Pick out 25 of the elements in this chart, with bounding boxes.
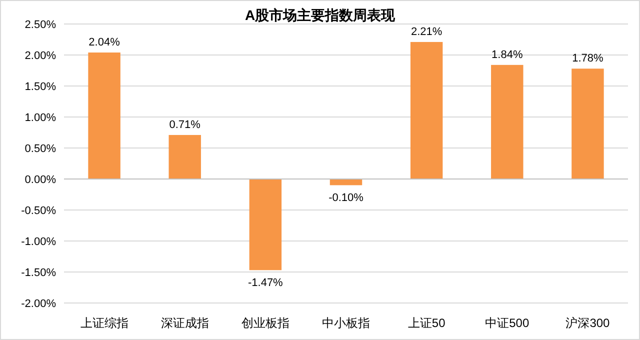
y-tick-label: 0.00%: [24, 174, 56, 186]
x-tick-label: 沪深300: [566, 316, 610, 330]
data-label: 0.71%: [169, 118, 201, 131]
y-tick-label: -2.00%: [21, 298, 56, 310]
x-tick-label: 创业板指: [241, 316, 290, 330]
y-tick-label: -0.50%: [21, 205, 56, 217]
y-tick-label: -1.50%: [21, 267, 56, 279]
data-label: 1.78%: [572, 52, 604, 65]
y-tick-label: 1.00%: [24, 112, 56, 124]
x-tick-label: 上证50: [408, 316, 446, 330]
x-tick-label: 深证成指: [160, 316, 209, 330]
x-tick-label: 上证综指: [80, 316, 128, 330]
data-label: 1.84%: [492, 48, 523, 61]
data-label: -1.47%: [248, 277, 284, 290]
x-tick-label: 中证500: [485, 316, 530, 330]
chart-title: A股市场主要指数周表现: [244, 7, 396, 23]
data-label: -0.10%: [328, 192, 364, 204]
data-label: 2.21%: [410, 26, 442, 38]
y-tick-label: -1.00%: [21, 236, 56, 248]
data-label: 2.04%: [88, 36, 120, 49]
y-tick-label: 0.50%: [24, 143, 56, 155]
y-tick-label: 2.00%: [24, 50, 56, 62]
y-tick-label: 1.50%: [24, 81, 56, 93]
y-tick-label: 2.50%: [24, 19, 56, 31]
x-tick-label: 中小板指: [322, 316, 370, 330]
